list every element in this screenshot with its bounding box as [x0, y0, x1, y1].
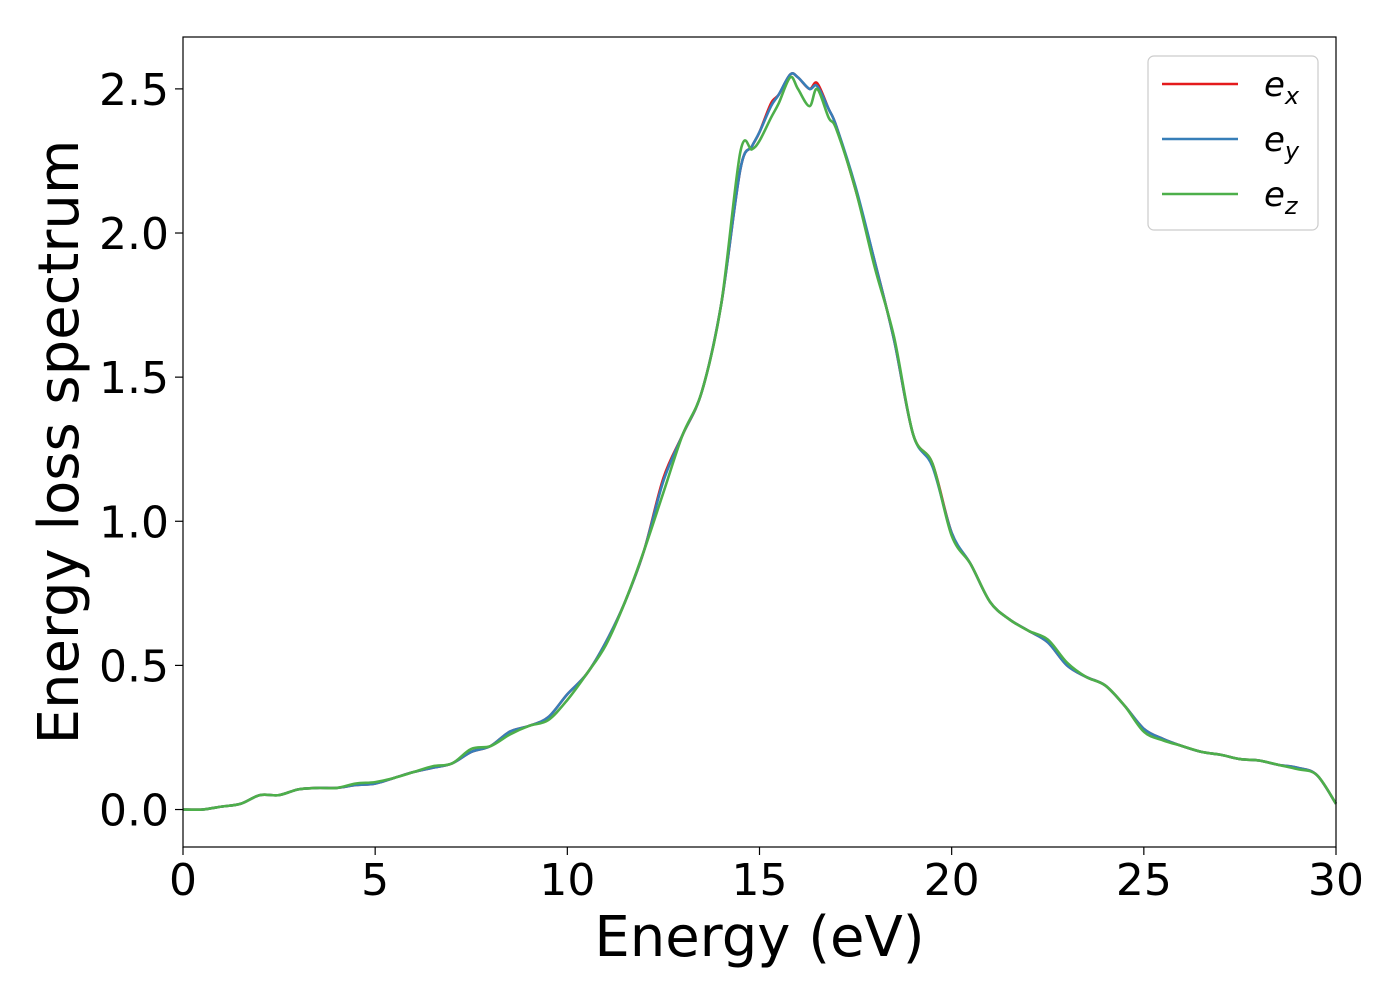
- x-tick-label: 30: [1308, 855, 1364, 906]
- x-tick-label: 5: [361, 855, 389, 906]
- y-axis-ticks: 0.0 0.5 1.0 1.5 2.0 2.5: [99, 65, 183, 837]
- x-tick-label: 25: [1116, 855, 1172, 906]
- x-axis-ticks: 0 5 10 15 20 25 30: [169, 847, 1364, 906]
- y-tick-label: 0.5: [99, 641, 169, 692]
- y-tick-label: 1.5: [99, 353, 169, 404]
- legend-label-subscript: x: [1284, 82, 1300, 110]
- y-tick-label: 2.5: [99, 65, 169, 116]
- legend-label-base: e: [1264, 175, 1285, 215]
- legend-box: [1147, 55, 1319, 231]
- x-tick-label: 10: [539, 855, 595, 906]
- x-tick-label: 15: [732, 855, 788, 906]
- x-axis-label: Energy (eV): [594, 905, 924, 970]
- y-tick-label: 1.0: [99, 497, 169, 548]
- y-tick-label: 2.0: [99, 209, 169, 260]
- x-tick-label: 20: [924, 855, 980, 906]
- x-tick-label: 0: [169, 855, 197, 906]
- y-tick-label: 0.0: [99, 786, 169, 837]
- legend-label-base: e: [1264, 65, 1285, 105]
- legend-entry-label: ez: [1264, 175, 1299, 220]
- legend-label-base: e: [1264, 120, 1285, 160]
- series-lines: [182, 72, 1338, 812]
- series-line-ez: [182, 75, 1338, 812]
- y-axis-label: Energy loss spectrum: [27, 140, 92, 745]
- legend-entry-label: ey: [1264, 120, 1300, 165]
- legend-entry-label: ex: [1264, 65, 1300, 110]
- plot-area-frame: [182, 36, 1337, 848]
- legend-label-subscript: z: [1284, 192, 1299, 220]
- legend-label-subscript: y: [1284, 137, 1300, 165]
